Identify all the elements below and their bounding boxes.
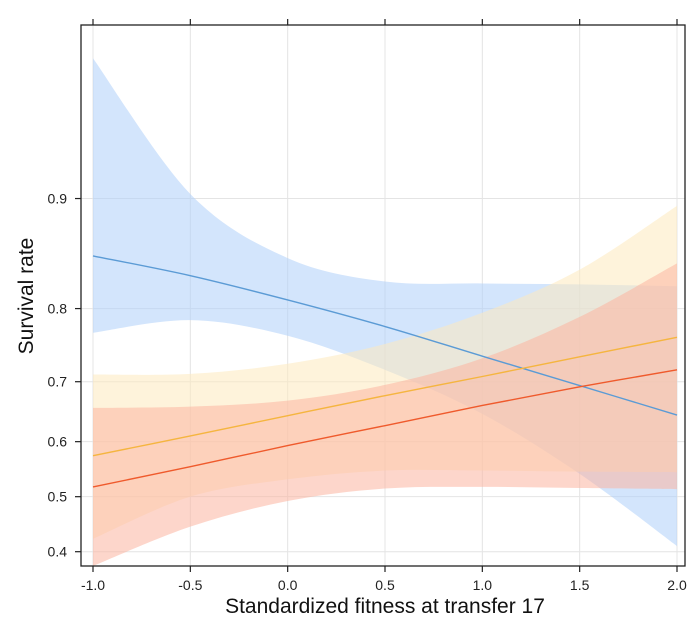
y-tick-label: 0.5 [48,489,68,505]
x-axis-label: Standardized fitness at transfer 17 [225,595,545,618]
series-line-2 [92,336,678,457]
x-tick-label: 0.0 [278,577,298,593]
x-tick-label: 1.0 [473,577,493,593]
y-axis-tick-labels: 0.4 0.5 0.6 0.7 0.8 0.9 [48,191,68,560]
y-tick-label: 0.7 [48,374,68,390]
series-line-3 [92,369,678,488]
confidence-band-3 [93,263,677,566]
x-axis-tick-labels: -1.0 -0.5 0.0 0.5 1.0 1.5 2.0 [81,577,687,593]
x-tick-label: -0.5 [178,577,202,593]
y-tick-label: 0.4 [48,544,68,560]
axis-ticks [75,19,678,572]
y-axis-label: Survival rate [15,238,38,355]
y-tick-label: 0.8 [48,301,68,317]
x-tick-label: -1.0 [81,577,105,593]
y-tick-label: 0.6 [48,434,68,450]
series-lines [92,255,678,488]
plot-frame [80,24,686,567]
x-tick-label: 1.5 [570,577,590,593]
series-line-1 [92,255,678,416]
x-tick-label: 2.0 [667,577,687,593]
y-tick-label: 0.9 [48,191,68,207]
x-tick-label: 0.5 [375,577,395,593]
